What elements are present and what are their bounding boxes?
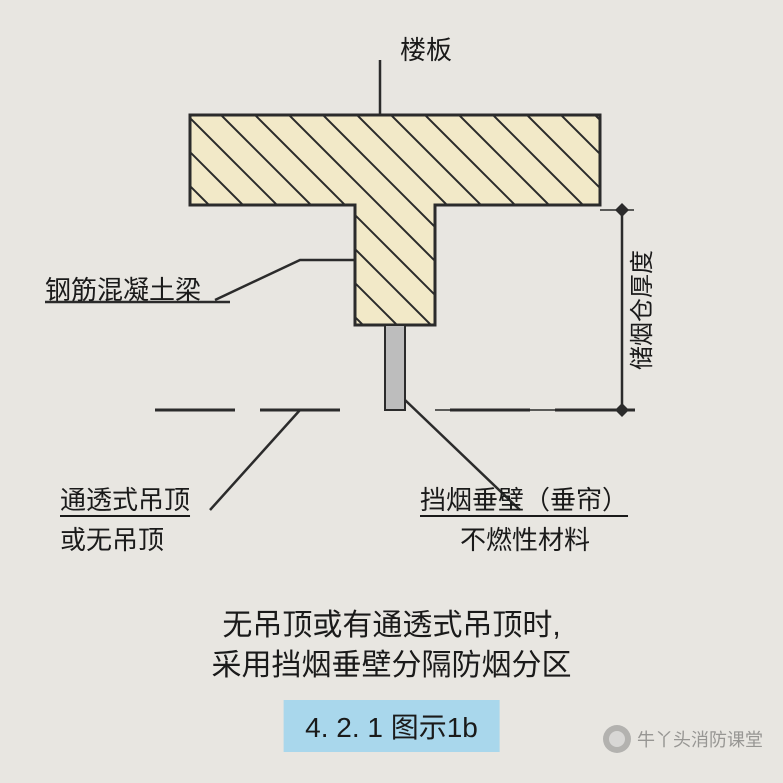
label-slab: 楼板 — [400, 30, 452, 67]
figure-reference: 4. 2. 1 图示1b — [283, 700, 500, 752]
label-curtain-line2: 不燃性材料 — [460, 520, 590, 557]
watermark: 牛丫头消防课堂 — [603, 725, 763, 753]
label-curtain-line1: 挡烟垂壁（垂帘） — [420, 480, 628, 517]
svg-text:储烟仓厚度: 储烟仓厚度 — [629, 250, 656, 370]
label-beam: 钢筋混凝土梁 — [45, 270, 201, 307]
label-ceiling-line1: 通透式吊顶 — [60, 480, 190, 517]
caption-line2: 采用挡烟垂壁分隔防烟分区 — [0, 640, 783, 684]
caption-line1: 无吊顶或有通透式吊顶时, — [0, 600, 783, 644]
label-ceiling-line2: 或无吊顶 — [60, 520, 164, 557]
watermark-text: 牛丫头消防课堂 — [637, 726, 763, 752]
wechat-icon — [603, 725, 631, 753]
